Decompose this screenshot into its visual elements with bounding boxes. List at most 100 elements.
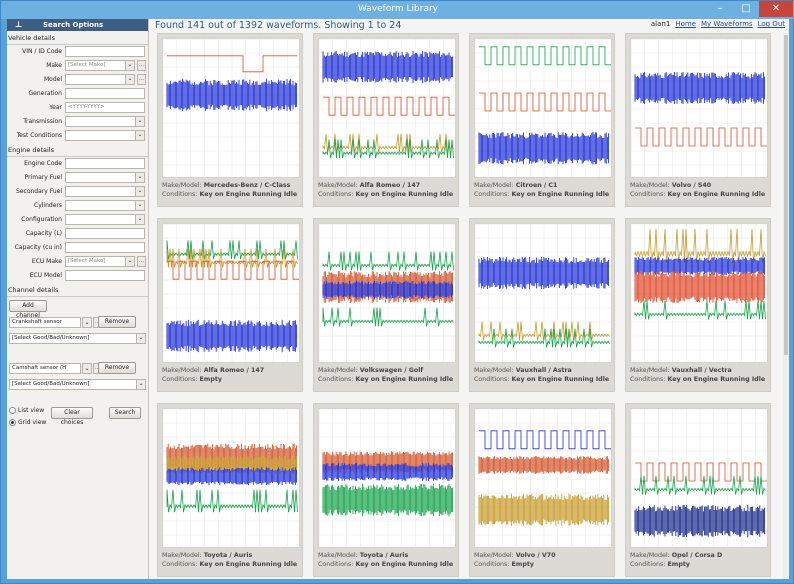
chevron-down-icon[interactable]: ⌄ <box>136 334 145 343</box>
cylinders-label: Cylinders <box>34 202 62 209</box>
channel-sensor-select[interactable]: Crankshaft sensor <box>9 317 81 328</box>
maximize-button[interactable]: □ <box>741 3 751 14</box>
waveform-thumbnail[interactable] <box>630 223 768 363</box>
scrollbar-thumb[interactable] <box>784 35 788 355</box>
divider <box>7 296 148 297</box>
vin-id-code-field[interactable] <box>65 46 145 57</box>
chevron-down-icon[interactable]: ⌄ <box>82 317 92 328</box>
waveform-card[interactable]: Make/Model: Mercedes-Benz / C-Class Condi… <box>157 33 303 207</box>
secondary-fuel-field[interactable]: ⌄ <box>65 186 145 197</box>
my-waveforms-link[interactable]: My Waveforms <box>700 20 753 28</box>
conditions-label: Conditions: <box>474 191 510 198</box>
waveform-card[interactable]: Make/Model: Volvo / V70 Conditions: Empty <box>469 403 615 577</box>
quality-select[interactable]: [Select Good/Bad/Unknown] ⌄ <box>9 333 146 344</box>
waveform-thumbnail[interactable] <box>474 38 612 178</box>
ecu-model-field[interactable] <box>65 270 145 281</box>
capacity-l-field[interactable] <box>65 228 145 239</box>
channel-sensor-select[interactable]: Camshaft sensor (H <box>9 363 81 374</box>
ecu-make-label: ECU Make <box>31 258 62 265</box>
transmission-field[interactable]: ⌄ <box>65 116 145 127</box>
vertical-scrollbar[interactable] <box>783 33 789 579</box>
search-button[interactable]: Search <box>109 407 141 419</box>
divider <box>7 156 148 157</box>
chevron-down-icon[interactable]: ⌄ <box>125 75 134 84</box>
chevron-down-icon[interactable]: ⌄ <box>135 187 144 196</box>
make-model-line: Make/Model: Mercedes-Benz / C-Class <box>162 181 302 190</box>
waveform-card[interactable]: Make/Model: Opel / Corsa D Conditions: Em… <box>625 403 771 577</box>
waveform-thumbnail[interactable] <box>318 223 456 363</box>
chevron-down-icon[interactable]: ⌄ <box>135 215 144 224</box>
conditions-value: Key on Engine Running Idle <box>355 191 454 198</box>
waveform-thumbnail[interactable] <box>474 408 612 548</box>
engine-code-field[interactable] <box>65 158 145 169</box>
cylinders-field[interactable]: ⌄ <box>65 200 145 211</box>
waveform-trace <box>322 307 454 327</box>
chevron-down-icon[interactable]: ⌄ <box>136 380 145 389</box>
primary-fuel-field[interactable]: ⌄ <box>65 172 145 183</box>
chevron-down-icon[interactable]: ⌄ <box>135 131 144 140</box>
waveform-card[interactable]: Make/Model: Alfa Romeo / 147 Conditions: … <box>157 218 303 392</box>
ellipsis-button[interactable]: … <box>137 60 146 71</box>
remove-channel-button[interactable]: Remove <box>98 362 136 374</box>
make-model-label: Make/Model: <box>630 552 670 559</box>
chevron-down-icon[interactable]: ⌄ <box>135 201 144 210</box>
waveform-trace <box>478 493 610 526</box>
capacity-cu-in-field[interactable] <box>65 242 145 253</box>
make-model-line: Make/Model: Volvo / V70 <box>474 551 614 560</box>
chevron-down-icon[interactable]: ⌄ <box>135 173 144 182</box>
conditions-value: Key on Engine Running Idle <box>199 561 298 568</box>
model-field[interactable]: ⌄ <box>65 74 135 85</box>
make-model-value: Alfa Romeo / 147 <box>203 367 265 374</box>
waveform-thumbnail[interactable] <box>162 38 300 178</box>
waveform-card[interactable]: Make/Model: Volvo / S40 Conditions: Key o… <box>625 33 771 207</box>
year-field[interactable]: <YYYY-YYYY> <box>65 102 145 113</box>
grid-view-radio[interactable]: Grid view <box>9 419 46 426</box>
ellipsis-button[interactable]: … <box>137 74 146 85</box>
remove-channel-button[interactable]: Remove <box>98 316 136 328</box>
waveform-thumbnail[interactable] <box>318 38 456 178</box>
waveform-card[interactable]: Make/Model: Vauxhall / Vectra Conditions:… <box>625 218 771 392</box>
divider <box>7 44 148 45</box>
chevron-down-icon[interactable]: ⌄ <box>82 363 92 374</box>
waveform-card[interactable]: Make/Model: Vauxhall / Astra Conditions: … <box>469 218 615 392</box>
chevron-down-icon[interactable]: ⌄ <box>125 257 134 266</box>
waveform-thumbnail[interactable] <box>162 223 300 363</box>
waveform-thumbnail[interactable] <box>162 408 300 548</box>
waveform-thumbnail[interactable] <box>630 38 768 178</box>
ellipsis-button[interactable]: … <box>137 256 146 267</box>
close-button[interactable]: ✕ <box>759 1 793 17</box>
generation-field[interactable] <box>65 88 145 99</box>
list-view-radio[interactable]: List view <box>9 407 44 414</box>
configuration-field[interactable]: ⌄ <box>65 214 145 225</box>
waveform-card[interactable]: Make/Model: Toyota / Auris Conditions: Ke… <box>157 403 303 577</box>
waveform-card[interactable]: Make/Model: Volkswagen / Golf Conditions:… <box>313 218 459 392</box>
make-field[interactable]: [Select Make] ⌄ <box>65 60 135 71</box>
year-row: Year <YYYY-YYYY> <box>7 101 148 115</box>
waveform-card[interactable]: Make/Model: Alfa Romeo / 147 Conditions: … <box>313 33 459 207</box>
minimize-button[interactable]: – <box>717 3 723 14</box>
home-link[interactable]: Home <box>675 20 696 28</box>
pin-icon[interactable]: ⊥ <box>15 20 23 29</box>
waveform-thumbnail[interactable] <box>474 223 612 363</box>
waveform-card[interactable]: Make/Model: Citroen / C1 Conditions: Key … <box>469 33 615 207</box>
ecu-make-field[interactable]: [Select Make] ⌄ <box>65 256 135 267</box>
waveform-card[interactable]: Make/Model: Toyota / Auris Conditions: Ke… <box>313 403 459 577</box>
waveform-trace <box>634 475 766 495</box>
make-model-value: Vauxhall / Astra <box>515 367 572 374</box>
waveform-thumbnail[interactable] <box>318 408 456 548</box>
card-meta: Make/Model: Volvo / S40 Conditions: Key o… <box>630 181 770 199</box>
waveform-thumbnail[interactable] <box>630 408 768 548</box>
add-channel-button[interactable]: Add channel <box>9 300 47 319</box>
make-model-label: Make/Model: <box>630 367 670 374</box>
conditions-label: Conditions: <box>630 376 666 383</box>
clear-choices-button[interactable]: Clear choices <box>51 407 93 426</box>
test-conditions-field[interactable]: ⌄ <box>65 130 145 141</box>
waveform-trace <box>322 280 454 299</box>
chevron-down-icon[interactable]: ⌄ <box>125 61 134 70</box>
waveform-trace <box>478 132 610 165</box>
chevron-down-icon[interactable]: ⌄ <box>135 117 144 126</box>
transmission-label: Transmission <box>23 118 62 125</box>
quality-select[interactable]: [Select Good/Bad/Unknown] ⌄ <box>9 379 146 390</box>
waveform-trace <box>166 319 298 353</box>
logout-link[interactable]: Log Out <box>757 20 785 28</box>
